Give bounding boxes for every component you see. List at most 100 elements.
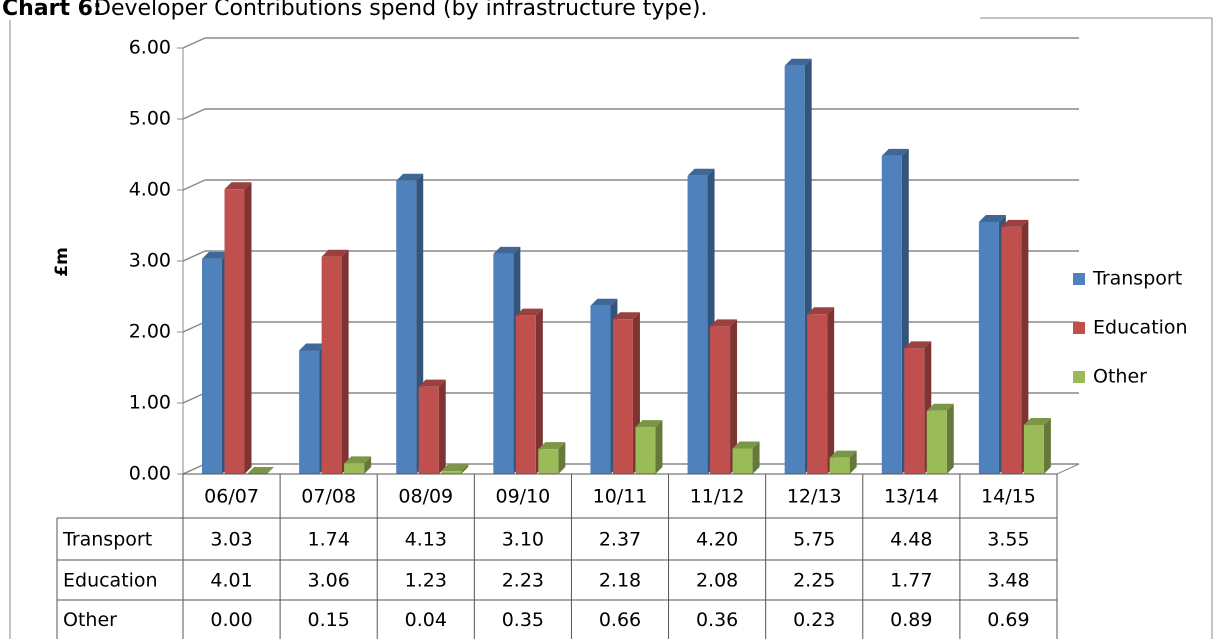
bar xyxy=(1023,418,1051,474)
bar-front xyxy=(612,319,633,474)
table-cell: 0.66 xyxy=(599,609,641,631)
bar-top xyxy=(202,251,229,259)
grid-line-side xyxy=(182,37,206,49)
bar-side xyxy=(438,379,446,474)
bar-top xyxy=(612,312,640,320)
bar-front xyxy=(784,65,805,474)
bar-front xyxy=(904,348,925,474)
x-tick-label: 13/14 xyxy=(884,486,939,508)
table-cell: 4.13 xyxy=(405,529,447,551)
table-row-header: Other xyxy=(63,609,117,631)
bar-side xyxy=(461,464,469,474)
bar-front xyxy=(710,326,731,474)
bar-front xyxy=(687,175,708,475)
bar-top xyxy=(1001,219,1029,227)
bar-front xyxy=(732,448,753,474)
bar-front xyxy=(635,427,656,474)
grid-line-side xyxy=(182,250,206,262)
x-tick-label: 08/09 xyxy=(398,486,453,508)
x-tick-label: 09/10 xyxy=(496,486,551,508)
table-row-header: Transport xyxy=(62,529,152,551)
x-tick-label: 06/07 xyxy=(204,486,259,508)
y-tick-label: 6.00 xyxy=(129,37,171,59)
bar-top xyxy=(904,341,932,349)
x-tick-label: 11/12 xyxy=(690,486,745,508)
bar-front xyxy=(299,350,320,474)
table-cell: 4.01 xyxy=(210,570,252,592)
legend-swatch xyxy=(1073,322,1085,334)
grid-line-side xyxy=(182,108,206,120)
y-tick-label: 3.00 xyxy=(129,250,171,272)
bar xyxy=(247,467,274,474)
table-cell: 2.25 xyxy=(793,570,835,592)
y-tick-label: 0.00 xyxy=(129,463,171,485)
bar xyxy=(881,148,909,475)
table-cell: 3.48 xyxy=(987,570,1029,592)
bar-front xyxy=(396,180,417,474)
bar-top xyxy=(396,173,424,181)
grid-line-side xyxy=(182,463,206,475)
legend-label: Education xyxy=(1093,317,1188,339)
bar-front xyxy=(807,314,828,474)
bar xyxy=(635,420,663,474)
bar-top xyxy=(978,214,1006,222)
bar-front xyxy=(1023,425,1044,474)
bar-top xyxy=(299,343,327,351)
bar-side xyxy=(849,450,857,474)
legend-swatch xyxy=(1073,273,1085,285)
bar-top xyxy=(784,58,812,66)
bar-front xyxy=(590,305,611,474)
table-cell: 0.89 xyxy=(890,609,932,631)
bar-top xyxy=(881,148,909,156)
bar-top xyxy=(441,464,469,472)
table-cell: 3.10 xyxy=(502,529,544,551)
bar-top xyxy=(926,403,954,411)
bar xyxy=(224,182,252,475)
bar-top xyxy=(687,168,715,176)
bar-front xyxy=(344,463,365,474)
table-cell: 0.23 xyxy=(793,609,835,631)
bar-top xyxy=(247,467,274,474)
bar-side xyxy=(752,441,760,474)
bar xyxy=(829,450,857,474)
bar xyxy=(538,442,566,474)
y-tick-label: 5.00 xyxy=(129,108,171,130)
bar-side xyxy=(827,307,835,474)
bar-top xyxy=(635,420,663,428)
bar-top xyxy=(829,450,857,458)
bar-side xyxy=(535,308,543,474)
title-background xyxy=(0,0,980,20)
bar-side xyxy=(1021,219,1029,474)
bar-top xyxy=(418,379,446,387)
table-cell: 1.77 xyxy=(890,570,932,592)
bar-front xyxy=(441,471,462,474)
bar-front xyxy=(978,221,999,474)
y-tick-label: 1.00 xyxy=(129,392,171,414)
table-cell: 4.20 xyxy=(696,529,738,551)
bar-front xyxy=(926,410,947,474)
x-tick-label: 10/11 xyxy=(593,486,648,508)
legend-label: Transport xyxy=(1092,268,1182,290)
legend-label: Other xyxy=(1093,366,1147,388)
y-tick-label: 2.00 xyxy=(129,321,171,343)
table-cell: 0.15 xyxy=(308,609,350,631)
bar-front xyxy=(881,155,902,475)
table-cell: 1.23 xyxy=(405,570,447,592)
bar xyxy=(612,312,640,474)
chart-subtitle: Developer Contributions spend (by infras… xyxy=(94,0,708,21)
bar xyxy=(926,403,954,474)
bar-front xyxy=(418,386,439,474)
y-tick-label: 4.00 xyxy=(129,179,171,201)
bar-side xyxy=(655,420,663,474)
bar-side xyxy=(730,319,738,474)
table-cell: 2.23 xyxy=(502,570,544,592)
table-cell: 2.18 xyxy=(599,570,641,592)
bar xyxy=(418,379,446,474)
bar-top xyxy=(590,298,618,306)
bar-front xyxy=(224,189,245,475)
bar-top xyxy=(321,249,349,257)
table-cell: 3.55 xyxy=(987,529,1029,551)
bar-top xyxy=(224,182,252,190)
